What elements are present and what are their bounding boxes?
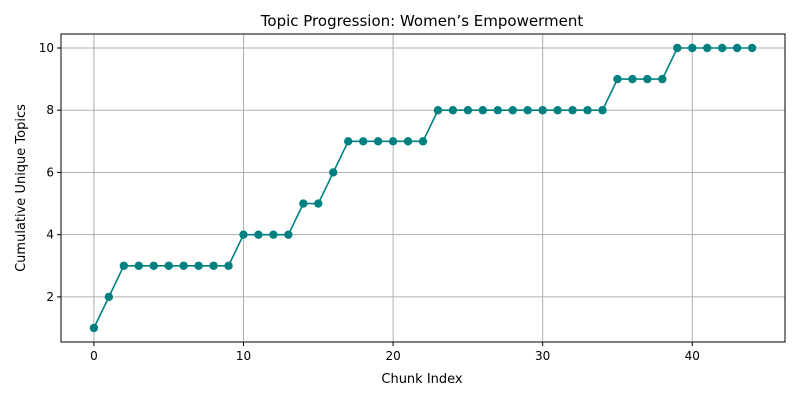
data-point xyxy=(553,106,562,115)
data-point xyxy=(673,43,682,53)
data-point xyxy=(493,106,502,115)
series-line-group xyxy=(89,43,757,333)
y-axis-label: Cumulative Unique Topics xyxy=(14,104,29,272)
y-gridlines xyxy=(61,47,785,298)
series-line xyxy=(93,47,753,329)
x-gridlines xyxy=(93,34,693,342)
data-point xyxy=(628,74,637,84)
data-point xyxy=(344,137,353,146)
y-axis: 2 4 6 8 10 xyxy=(39,41,61,304)
x-axis: 0 10 20 30 40 xyxy=(90,342,700,363)
chart-title: Topic Progression: Women’s Empowerment xyxy=(260,12,584,30)
data-point xyxy=(388,137,398,146)
y-tick-label: 6 xyxy=(46,165,54,179)
data-point xyxy=(254,230,263,239)
data-point xyxy=(433,106,443,115)
data-point xyxy=(717,43,727,53)
data-point xyxy=(134,261,143,270)
data-point xyxy=(179,261,188,270)
data-point xyxy=(523,106,532,115)
plot-area-frame xyxy=(60,33,786,343)
data-point xyxy=(269,230,278,239)
data-point xyxy=(358,137,368,146)
y-tick-label: 10 xyxy=(39,41,54,55)
data-point xyxy=(508,106,517,115)
data-point xyxy=(747,43,757,53)
data-point xyxy=(732,43,742,53)
x-tick-label: 10 xyxy=(236,349,251,363)
data-point xyxy=(329,168,338,177)
data-point xyxy=(299,199,308,208)
x-axis-label: Chunk Index xyxy=(381,372,463,387)
data-point xyxy=(613,74,622,84)
data-point xyxy=(104,292,114,302)
data-point xyxy=(89,323,99,333)
y-tick-label: 8 xyxy=(46,103,54,117)
data-point xyxy=(478,106,488,115)
data-point xyxy=(194,261,203,270)
data-point xyxy=(463,106,473,115)
data-point xyxy=(643,74,652,84)
x-tick-label: 30 xyxy=(535,349,550,363)
data-point xyxy=(209,261,218,270)
data-point xyxy=(284,230,293,239)
data-point xyxy=(703,43,712,53)
data-point xyxy=(538,106,547,115)
data-point xyxy=(448,106,458,115)
data-point xyxy=(403,137,413,146)
data-point xyxy=(418,137,428,146)
y-tick-label: 4 xyxy=(46,228,54,242)
data-point xyxy=(583,106,592,115)
x-tick-label: 0 xyxy=(90,349,98,363)
y-tick-label: 2 xyxy=(46,290,54,304)
data-point xyxy=(658,74,667,84)
x-tick-label: 40 xyxy=(685,349,700,363)
data-point xyxy=(373,137,383,146)
data-point xyxy=(164,261,173,270)
data-point xyxy=(119,261,129,270)
data-point xyxy=(314,199,323,208)
data-point xyxy=(598,106,607,115)
data-point xyxy=(239,230,248,239)
data-point xyxy=(149,261,158,270)
data-point xyxy=(224,261,233,270)
x-tick-label: 20 xyxy=(385,349,400,363)
data-point xyxy=(568,106,577,115)
data-point xyxy=(688,43,697,53)
